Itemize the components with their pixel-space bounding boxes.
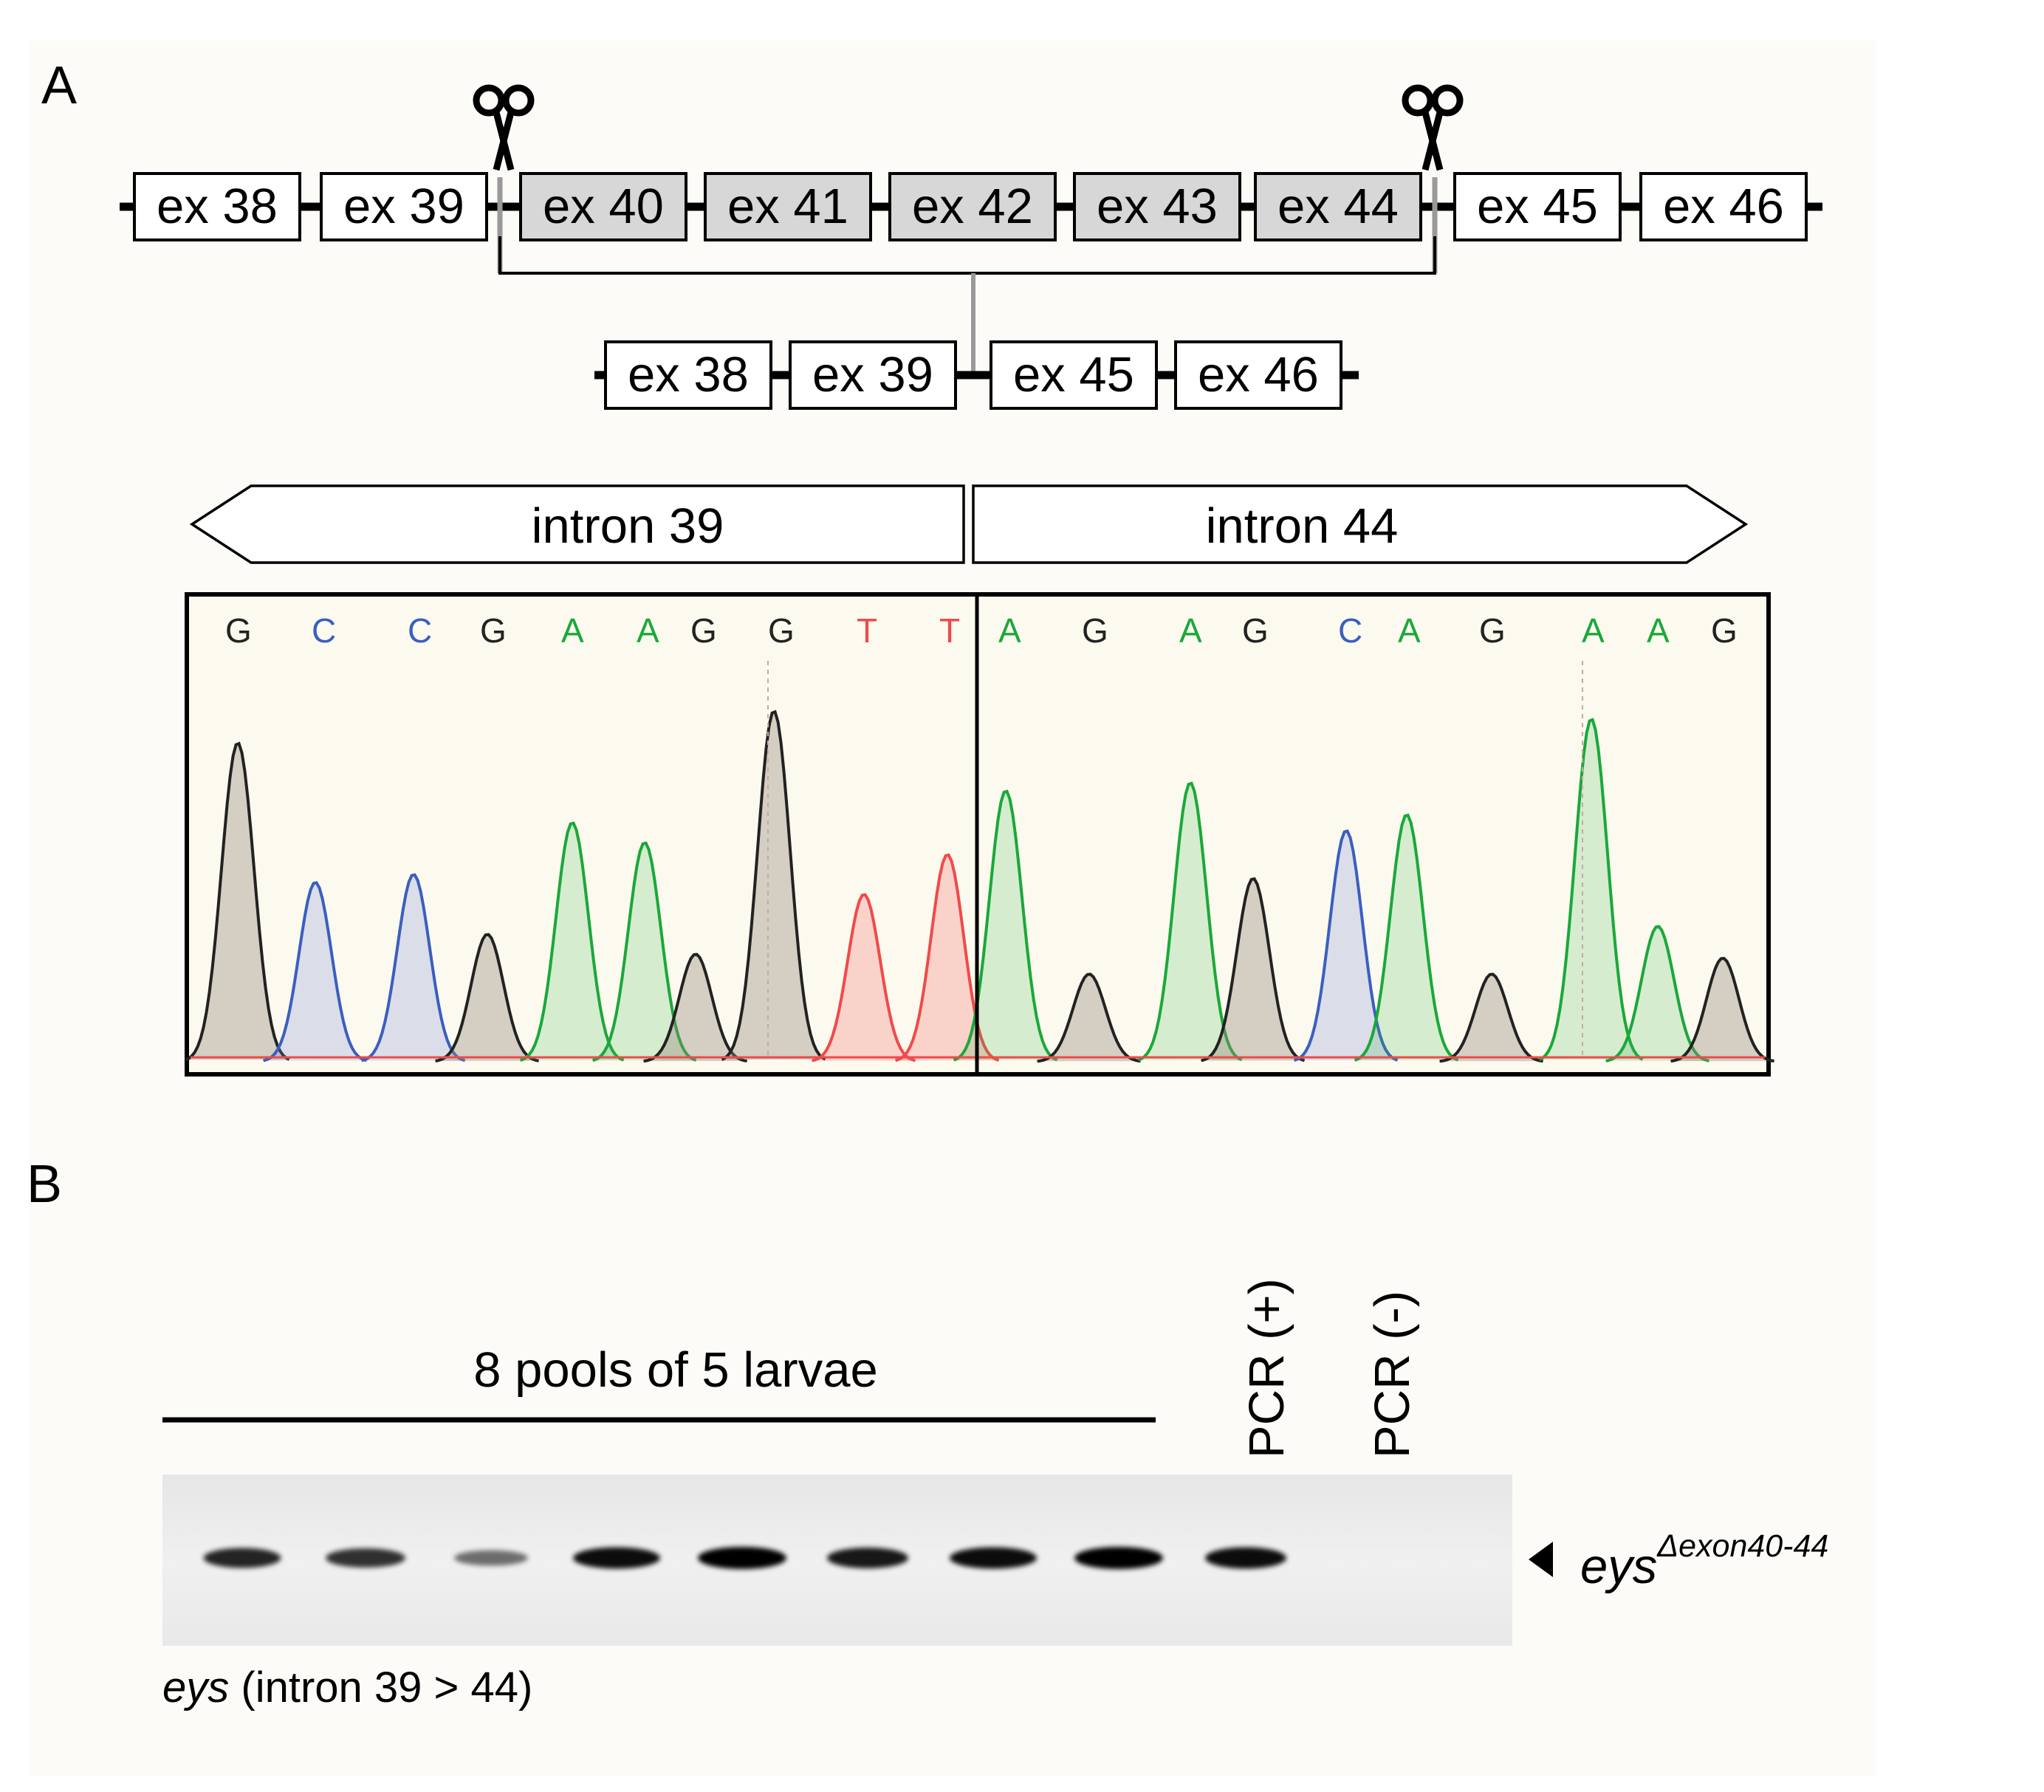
chromatogram-peak-G: [1670, 956, 1774, 1063]
chromatogram-peak-C: [361, 873, 466, 1063]
base-call-label: C: [312, 611, 336, 650]
base-call-label: T: [939, 611, 960, 650]
base-call-label: G: [690, 611, 717, 650]
chromatogram-peak-G: [1201, 877, 1306, 1063]
gel-band: [1074, 1547, 1163, 1569]
intron-44-arrow: [972, 484, 1749, 564]
gel-band: [203, 1548, 281, 1568]
pools-group-label: 8 pools of 5 larvae: [473, 1342, 878, 1398]
chromatogram-peak-C: [263, 881, 368, 1063]
scissors-icon: [1402, 84, 1464, 171]
gel-caption: eys (intron 39 > 44): [162, 1664, 532, 1712]
chromatogram-peak-G: [1439, 972, 1543, 1063]
chromatogram-peak-G: [435, 933, 539, 1063]
exon-box: [320, 172, 488, 241]
chromatogram-peak-A: [1538, 718, 1644, 1061]
exon-label: ex 39: [343, 179, 464, 234]
gel-band: [454, 1550, 528, 1566]
exon-box: [1453, 172, 1622, 241]
base-call-label: A: [1647, 611, 1670, 650]
exon-box: [990, 340, 1158, 410]
exon-box: [133, 172, 301, 241]
base-call-label: G: [480, 611, 507, 650]
exon-label: ex 39: [812, 347, 933, 402]
gel-band: [573, 1547, 660, 1569]
intron-39-arrow: [189, 484, 965, 564]
chromatogram-peak-G: [643, 952, 747, 1063]
exon-label: ex 38: [628, 347, 749, 402]
base-call-label: A: [637, 611, 659, 650]
gel-band: [827, 1548, 908, 1568]
chromatogram-peak-A: [953, 789, 1058, 1062]
base-call-label: A: [561, 611, 584, 650]
exon-box: [1073, 172, 1241, 241]
chromatogram-peak-A: [591, 841, 697, 1063]
chromatogram-peak-A: [1137, 781, 1243, 1062]
intron-44-label: intron 44: [1206, 498, 1399, 554]
gel-band: [698, 1547, 786, 1569]
panel-b-label: B: [27, 1155, 62, 1214]
base-call-label: G: [1082, 611, 1108, 650]
chromatogram-peak-T: [812, 893, 916, 1063]
chromatogram-peak-C: [1293, 829, 1399, 1062]
exon-label: ex 45: [1477, 179, 1598, 234]
chromatogram-peak-G: [721, 710, 826, 1061]
base-call-label: G: [1479, 611, 1506, 650]
panel-a-label: A: [41, 56, 77, 115]
chromatogram-peak-T: [894, 853, 1000, 1063]
deletion-bracket: [497, 177, 1438, 377]
bottom-exon-row: ex 38 ex 39 ex 45 ex 46: [604, 340, 1342, 410]
exon-box: [888, 172, 1057, 241]
exon-box: [1639, 172, 1808, 241]
chromatogram-peak-G: [1037, 972, 1141, 1063]
exon-label: ex 40: [543, 179, 664, 234]
gel-band: [326, 1548, 405, 1568]
exon-label: ex 46: [1198, 347, 1319, 402]
scissors-icon: [473, 84, 535, 171]
exon-box: [519, 172, 687, 241]
exon-label: ex 44: [1278, 179, 1399, 234]
gel-bands: [203, 1547, 1412, 1569]
exon-label: ex 42: [912, 179, 1033, 234]
exon-label: ex 45: [1013, 347, 1134, 402]
base-call-label: A: [1179, 611, 1202, 650]
base-call-label: T: [857, 611, 877, 650]
exon-label: ex 41: [727, 179, 848, 234]
chromatogram-peak-A: [1354, 813, 1459, 1062]
gel-band: [950, 1547, 1037, 1569]
base-call-label: A: [998, 611, 1021, 650]
gel-band: [1205, 1547, 1286, 1569]
base-call-label: A: [1398, 611, 1421, 650]
exon-label: ex 46: [1663, 179, 1784, 234]
base-call-label: A: [1582, 611, 1605, 650]
chromatogram-peak-A: [519, 821, 625, 1062]
exon-label: ex 43: [1097, 179, 1218, 234]
base-call-label: G: [1711, 611, 1738, 650]
exon-box: [704, 172, 872, 241]
gel-band: [1338, 1554, 1412, 1562]
exon-box: [1174, 340, 1342, 410]
band-arrowhead-icon: [1529, 1542, 1553, 1577]
base-call-label: C: [408, 611, 432, 650]
intron-39-label: intron 39: [532, 498, 724, 554]
base-call-label: G: [768, 611, 795, 650]
top-exon-row: ex 38 ex 39 ex 40 ex 41 ex 42 ex 43 ex 44 ex 45…: [133, 172, 1808, 241]
lane-label-pcr-positive: PCR (+): [1239, 1278, 1294, 1458]
exon-box: [1254, 172, 1422, 241]
exon-label: ex 38: [157, 179, 278, 234]
chromatogram-peak-G: [185, 741, 290, 1062]
exon-box: [604, 340, 772, 410]
exon-box: [789, 340, 957, 410]
band-label: eysΔexon40-44: [1580, 1528, 1828, 1594]
base-call-label: C: [1338, 611, 1362, 650]
lane-label-pcr-negative: PCR (-): [1365, 1291, 1420, 1458]
base-call-label: G: [1242, 611, 1269, 650]
base-call-label: G: [225, 611, 252, 650]
